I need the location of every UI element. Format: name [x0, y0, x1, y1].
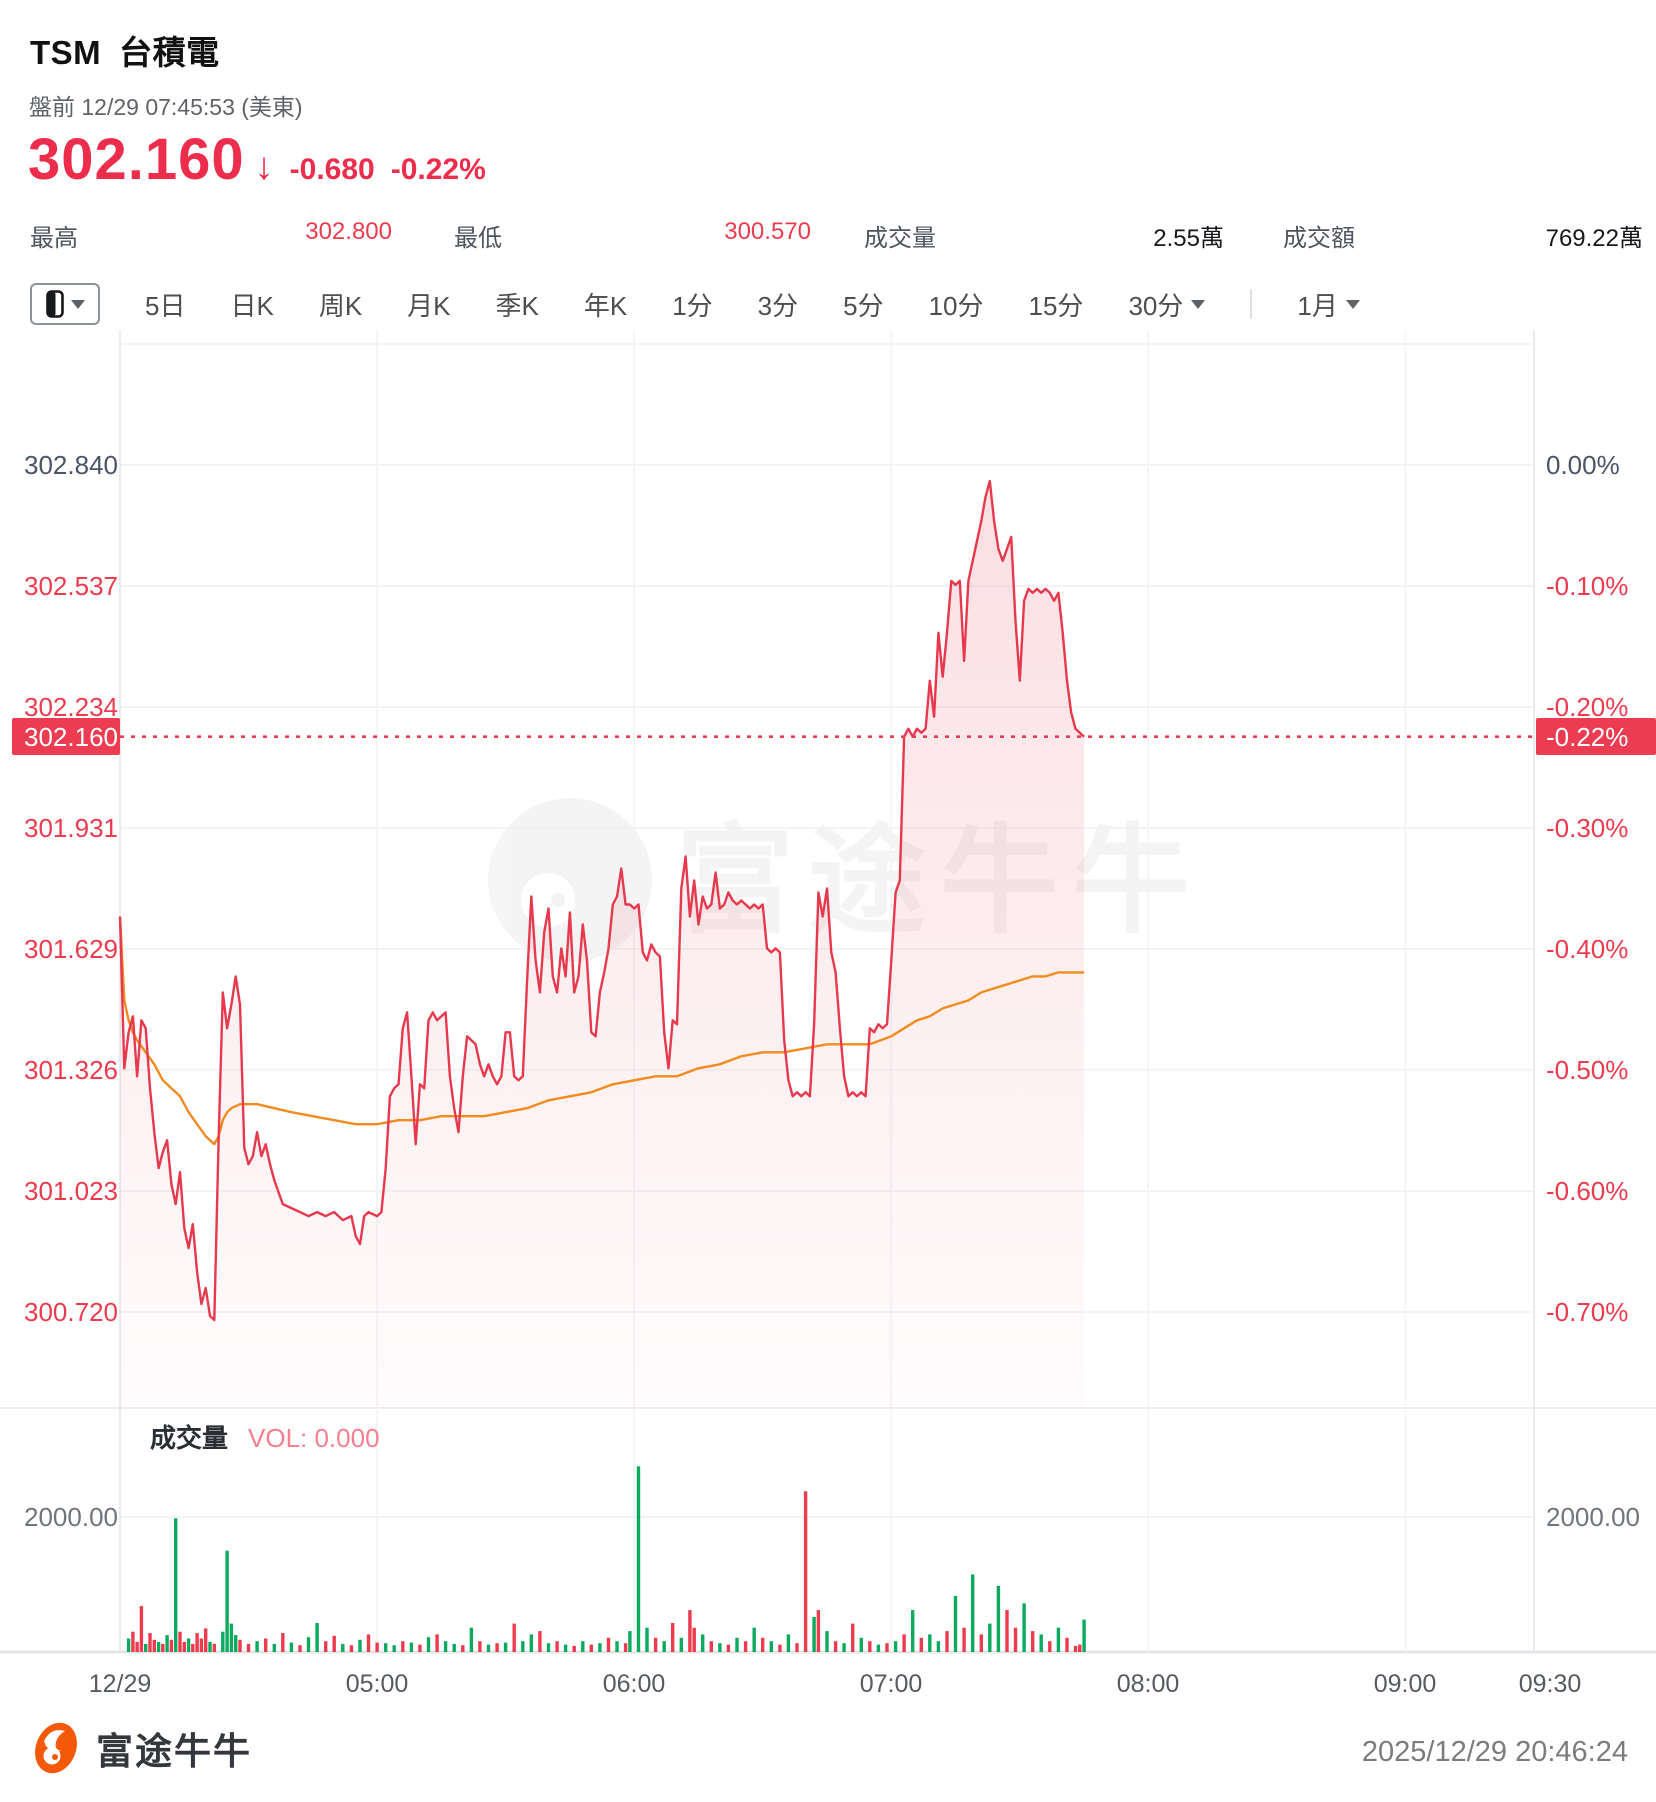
avg-price-line [118, 916, 1085, 1146]
watermark: 富途牛牛 [488, 798, 1190, 962]
svg-text:302.160: 302.160 [24, 722, 118, 752]
price-change: -0.680 [289, 153, 375, 186]
svg-text:-0.10%: -0.10% [1546, 571, 1628, 601]
svg-text:301.629: 301.629 [24, 934, 118, 964]
tab-30min-dropdown[interactable]: 30分 [1128, 286, 1206, 323]
chevron-down-icon [1191, 299, 1206, 309]
svg-text:06:00: 06:00 [603, 1670, 666, 1698]
brand-footer: 富途牛牛 [28, 1720, 252, 1776]
page-title: TSM 台積電 [30, 26, 220, 74]
stat-low-label: 最低 [454, 225, 502, 252]
tab-1min[interactable]: 1分 [672, 290, 713, 321]
svg-text:08:00: 08:00 [1117, 1670, 1180, 1698]
svg-text:302.840: 302.840 [24, 450, 118, 480]
volume-bars [126, 1466, 1086, 1652]
price-row: 302.160 ↓ -0.680 -0.22% [28, 126, 486, 193]
svg-text:09:00: 09:00 [1374, 1670, 1437, 1698]
price-line [118, 479, 1085, 1322]
toolbar-divider [1250, 289, 1253, 319]
svg-text:09:30: 09:30 [1519, 1670, 1582, 1698]
chevron-down-icon [1345, 299, 1360, 309]
stock-symbol: TSM [30, 34, 102, 71]
tab-week[interactable]: 周K [318, 290, 363, 321]
svg-text:VOL: 0.000: VOL: 0.000 [248, 1423, 380, 1453]
render-timestamp: 2025/12/29 20:46:24 [1361, 1736, 1628, 1768]
price-axis-left: 302.840 302.537 302.234 301.931 301.629 301.3… [12, 450, 120, 1327]
time-axis: 12/29 05:00 06:00 07:00 08:00 09:00 09:30 [89, 1670, 1582, 1698]
svg-text:成交量: 成交量 [150, 1423, 228, 1453]
price-area-fill [120, 481, 1085, 1408]
stat-turnover-value: 769.22萬 [1545, 225, 1643, 252]
chart-style-button[interactable] [30, 283, 100, 325]
svg-text:-0.60%: -0.60% [1546, 1176, 1628, 1206]
svg-text:-0.40%: -0.40% [1546, 934, 1628, 964]
tab-period-1month-dropdown[interactable]: 1月 [1297, 286, 1360, 323]
stat-volume-value: 2.55萬 [1153, 225, 1224, 252]
svg-text:-0.70%: -0.70% [1546, 1297, 1628, 1327]
current-price: 302.160 [28, 127, 245, 192]
svg-text:302.234: 302.234 [24, 692, 118, 722]
stat-high-value: 302.800 [305, 218, 392, 245]
tab-3min[interactable]: 3分 [757, 290, 799, 321]
svg-text:-0.22%: -0.22% [1546, 722, 1628, 752]
percent-axis-right: 0.00% -0.10% -0.20% -0.30% -0.40% -0.50% -0.60… [1536, 450, 1656, 1327]
stat-high-label: 最高 [30, 225, 78, 252]
session-timestamp: 盤前 12/29 07:45:53 (美東) [29, 94, 303, 120]
futu-bull-logo-icon [35, 1722, 77, 1774]
timeframe-toolbar: 5日 日K 周K 月K 季K 年K 1分 3分 5分 10分 15分 30分 1… [30, 283, 1360, 325]
svg-text:-0.20%: -0.20% [1546, 692, 1628, 722]
svg-text:301.023: 301.023 [24, 1176, 118, 1206]
tab-5d[interactable]: 5日 [145, 290, 186, 321]
svg-text:-0.30%: -0.30% [1546, 813, 1628, 843]
svg-text:12/29: 12/29 [89, 1670, 152, 1698]
tab-1k[interactable]: 日K [230, 290, 274, 321]
svg-text:302.537: 302.537 [24, 571, 118, 601]
price-change-pct: -0.22% [390, 153, 486, 186]
svg-text:2000.00: 2000.00 [24, 1502, 118, 1532]
chart-style-icon [45, 290, 64, 318]
tab-5min[interactable]: 5分 [843, 290, 884, 321]
stat-volume-label: 成交量 [864, 225, 936, 252]
svg-text:05:00: 05:00 [346, 1670, 409, 1698]
svg-text:300.720: 300.720 [24, 1297, 118, 1327]
volume-pane-header: 成交量 VOL: 0.000 2000.00 2000.00 [24, 1423, 1640, 1532]
tab-15min[interactable]: 15分 [1028, 290, 1084, 321]
tab-month[interactable]: 月K [407, 290, 451, 321]
svg-text:-0.50%: -0.50% [1546, 1055, 1628, 1085]
tab-year[interactable]: 年K [583, 290, 628, 321]
stock-name: 台積電 [119, 34, 220, 71]
stat-turnover-label: 成交額 [1283, 225, 1355, 252]
brand-name: 富途牛牛 [96, 1731, 252, 1772]
svg-text:07:00: 07:00 [860, 1670, 923, 1698]
svg-text:0.00%: 0.00% [1546, 450, 1620, 480]
tab-quarter[interactable]: 季K [495, 290, 539, 321]
chart-canvas[interactable]: 富途牛牛302.840302.537302.234301.931301.6293… [0, 310, 1656, 1705]
price-chart[interactable]: 富途牛牛302.840302.537302.234301.931301.6293… [0, 310, 1656, 1705]
tab-10min[interactable]: 10分 [928, 290, 984, 321]
price-down-arrow-icon: ↓ [254, 146, 274, 188]
svg-text:2000.00: 2000.00 [1546, 1502, 1640, 1532]
chevron-down-icon [70, 299, 85, 309]
svg-text:301.326: 301.326 [24, 1055, 118, 1085]
stat-low-value: 300.570 [724, 218, 811, 245]
svg-text:301.931: 301.931 [24, 813, 118, 843]
